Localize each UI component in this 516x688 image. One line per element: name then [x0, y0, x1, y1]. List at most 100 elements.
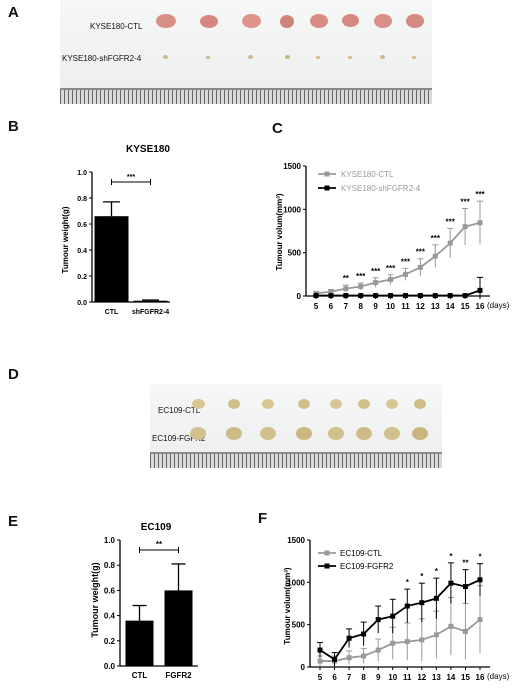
C-xtick-label: 14	[446, 302, 455, 311]
F-data-point	[477, 577, 483, 583]
F-legend-marker	[324, 550, 330, 556]
F-ytick-label: 0	[301, 663, 306, 672]
F-ytick-label: 1500	[287, 536, 305, 545]
photo-a-row2-label: KYSE180-shFGFR2-4	[62, 54, 142, 63]
ruler-d	[150, 452, 442, 468]
tumor-d-ctl-3	[262, 399, 274, 409]
F-ytick-label: 1000	[287, 578, 305, 587]
panel-letter-e: E	[8, 513, 19, 530]
tumor-d-ff-8	[412, 427, 428, 440]
tumor-a-ctl-7	[374, 14, 392, 28]
C-data-point	[373, 293, 379, 299]
F-data-point	[375, 617, 381, 623]
E-bar	[164, 590, 193, 666]
F-xtick-label: 5	[318, 673, 323, 682]
panel-letter-a: A	[8, 4, 19, 21]
tumor-d-ff-4	[296, 427, 312, 440]
F-xtick-label: 8	[361, 673, 366, 682]
chart-c-xunit: (days)	[487, 301, 510, 310]
E-sig-label: **	[156, 540, 163, 549]
C-significance-label: ***	[401, 257, 411, 266]
C-significance-label: ***	[446, 217, 456, 226]
C-xtick-label: 10	[386, 302, 395, 311]
C-xtick-label: 6	[329, 302, 334, 311]
B-ytick-label: 0.2	[77, 274, 87, 281]
chart-f-legend-ff: EC109-FGFR2	[340, 562, 394, 571]
C-xtick-label: 12	[416, 302, 425, 311]
F-xtick-label: 14	[446, 673, 455, 682]
chart-e-ylabel: Tumour weight(g)	[90, 562, 100, 637]
C-ytick-label: 1000	[283, 205, 301, 214]
C-data-point	[447, 293, 453, 299]
C-significance-label: ***	[371, 267, 381, 276]
F-xtick-label: 16	[476, 673, 485, 682]
F-significance-label: *	[435, 567, 439, 576]
B-sig-label: ***	[127, 174, 135, 181]
F-data-point	[361, 653, 367, 659]
C-data-point	[358, 293, 364, 299]
F-ytick-label: 500	[292, 621, 306, 630]
F-data-point	[433, 632, 439, 638]
photo-panel-d: EC109-CTL EC109-FGFR2	[150, 384, 442, 468]
tumor-a-sh-4	[285, 55, 290, 59]
F-series-line	[319, 578, 481, 661]
C-ytick-label: 0	[297, 292, 302, 301]
C-data-point	[328, 289, 334, 295]
ruler-a	[60, 88, 432, 104]
tumor-d-ff-2	[226, 427, 242, 440]
tumor-a-sh-1	[163, 55, 168, 59]
C-data-point	[417, 264, 423, 270]
F-data-point	[317, 647, 323, 653]
tumor-d-ctl-7	[386, 399, 398, 409]
C-xtick-label: 7	[344, 302, 349, 311]
F-data-point	[462, 584, 468, 590]
F-xtick-label: 15	[461, 673, 470, 682]
F-data-point	[448, 623, 454, 629]
chart-f-ylabel: Tumour volum(mm³)	[283, 567, 292, 645]
B-ytick-label: 0.8	[77, 196, 87, 203]
panel-letter-c: C	[272, 120, 283, 137]
F-data-point	[448, 580, 454, 586]
C-data-point	[417, 293, 423, 299]
tumor-a-sh-5	[316, 56, 320, 59]
B-ytick-label: 0.0	[77, 300, 87, 307]
F-significance-label: *	[478, 553, 482, 562]
chart-e-title: EC109	[141, 522, 172, 533]
F-data-point	[477, 617, 483, 623]
E-ytick-label: 0.0	[104, 662, 116, 671]
F-data-point	[332, 656, 338, 662]
C-data-point	[343, 286, 349, 292]
F-xtick-label: 13	[432, 673, 441, 682]
C-data-point	[388, 277, 394, 283]
chart-f-xunit: (days)	[487, 672, 510, 681]
tumor-a-sh-7	[380, 55, 385, 59]
F-data-point	[317, 658, 323, 664]
panel-letter-d: D	[8, 366, 19, 383]
tumor-d-ctl-1	[192, 399, 205, 409]
C-data-point	[447, 240, 453, 246]
E-ytick-label: 0.4	[104, 612, 116, 621]
F-data-point	[419, 637, 425, 643]
C-xtick-label: 8	[359, 302, 364, 311]
tumor-a-sh-3	[248, 55, 253, 59]
tumor-a-ctl-2	[200, 15, 218, 28]
tumor-d-ff-7	[384, 427, 400, 440]
C-data-point	[373, 280, 379, 286]
tumor-a-ctl-1	[156, 14, 176, 28]
B-ytick-label: 1.0	[77, 170, 87, 177]
tumor-d-ff-1	[190, 427, 206, 440]
photo-a-row1-label: KYSE180-CTL	[90, 22, 143, 31]
tumor-a-ctl-5	[310, 14, 328, 28]
tumor-a-sh-2	[206, 56, 210, 59]
B-ytick-label: 0.4	[77, 248, 87, 255]
F-significance-label: *	[406, 578, 410, 587]
B-category-label: CTL	[105, 309, 119, 316]
chart-b-ylabel: Tumour weight(g)	[61, 206, 70, 273]
E-bar	[125, 620, 154, 666]
tumor-d-ctl-5	[330, 399, 342, 409]
C-data-point	[432, 293, 438, 299]
panel-letter-b: B	[8, 118, 19, 135]
